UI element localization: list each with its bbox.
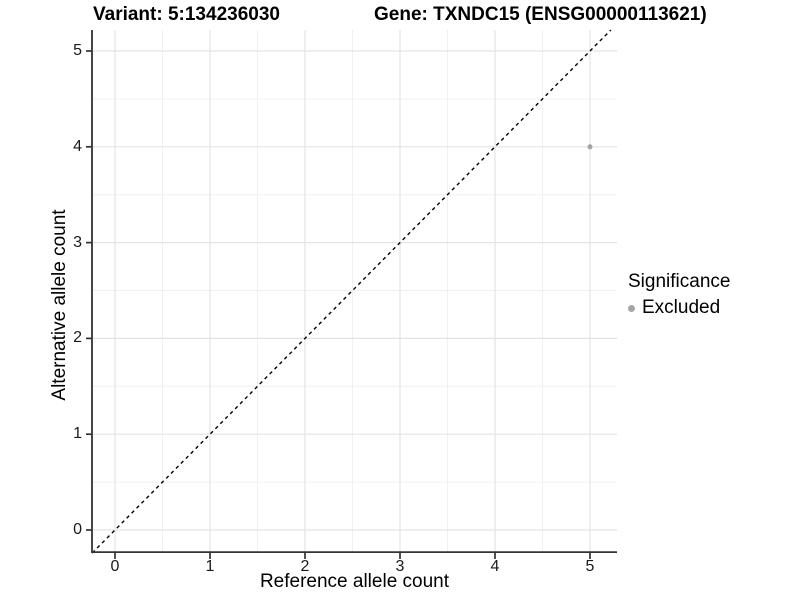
y-tick-label: 1	[73, 425, 82, 443]
data-point	[587, 144, 593, 150]
identity-line	[91, 29, 612, 554]
x-tick-label: 4	[490, 558, 500, 575]
legend-item-label: Excluded	[642, 297, 721, 318]
x-tick-label: 0	[110, 558, 120, 575]
plot-title-variant: Variant: 5:134236030	[93, 4, 280, 25]
legend: Significance Excluded	[628, 271, 730, 319]
y-tick-label: 3	[73, 233, 82, 251]
y-tick-label: 0	[73, 521, 82, 539]
x-tick-label: 5	[585, 558, 595, 575]
y-tick-label: 2	[73, 329, 82, 347]
x-axis-title: Reference allele count	[259, 571, 450, 592]
legend-items: Excluded	[628, 297, 730, 319]
plot-title-gene: Gene: TXNDC15 (ENSG00000113621)	[374, 4, 707, 25]
x-tick-label: 1	[205, 558, 215, 575]
plot-panel	[86, 29, 617, 559]
plot-canvas	[86, 29, 617, 559]
y-axis-title: Alternative allele count	[49, 209, 70, 401]
y-tick-label: 5	[73, 42, 82, 60]
y-tick-label: 4	[73, 138, 82, 155]
x-tick-label: 2	[300, 558, 310, 575]
x-tick-label: 3	[395, 558, 405, 575]
excluded-point-icon	[628, 304, 635, 312]
legend-title: Significance	[628, 271, 731, 292]
legend-item: Excluded	[628, 297, 730, 319]
